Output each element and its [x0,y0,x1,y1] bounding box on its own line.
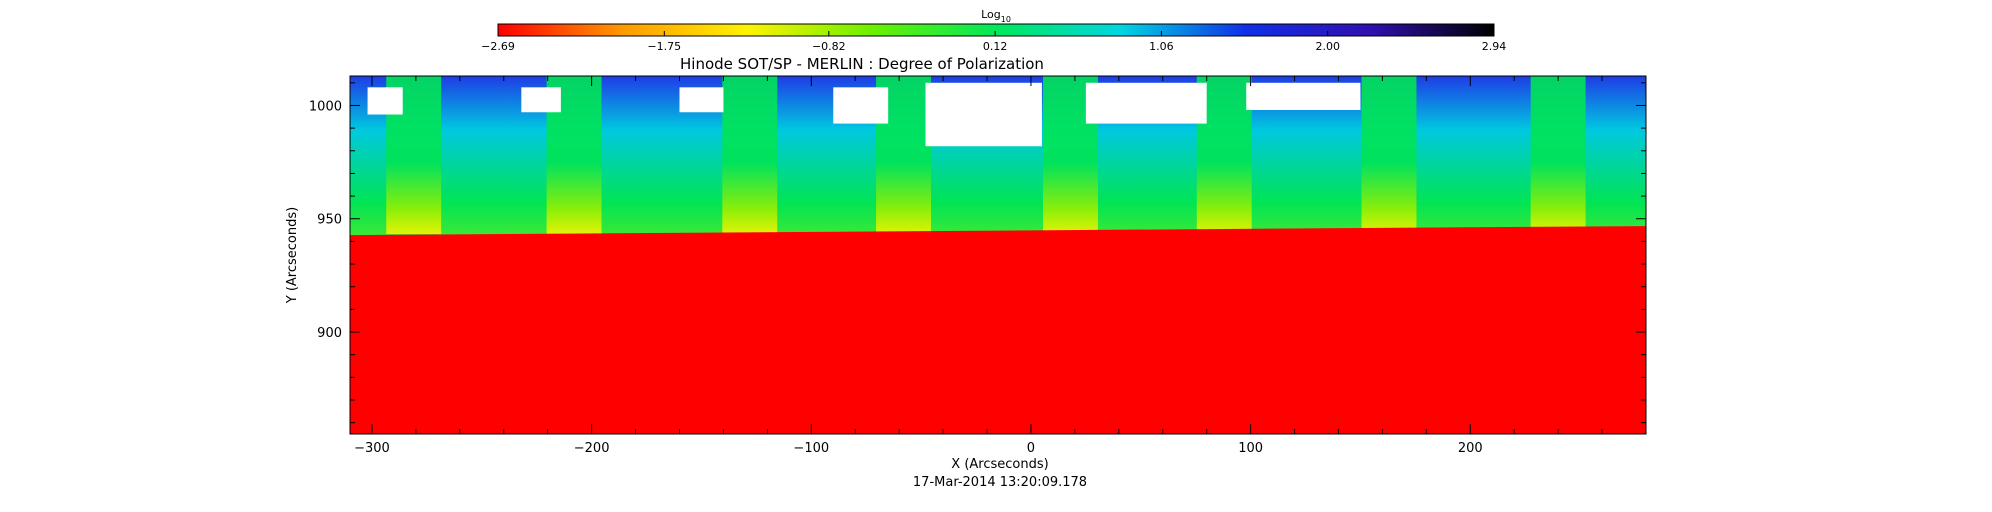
colorbar-ticks: −2.69 −1.75 −0.82 0.12 1.06 2.00 2.94 [481,31,1506,53]
y-tick-label: 950 [317,213,342,228]
x-axis-title: X (Arcseconds) [951,457,1048,472]
x-axis: −300 −200 −100 0 100 200 [354,76,1647,456]
x-tick-label: 0 [1027,441,1035,456]
colorbar-tick-label: 0.12 [983,40,1008,53]
x-tick-label: 100 [1238,441,1263,456]
colorbar-title: Log10 [981,8,1011,24]
plot-frame [349,75,1647,435]
scan-strip [1530,76,1586,235]
x-tick-label: 200 [1458,441,1483,456]
y-axis: 900 950 1000 [309,82,1646,424]
saturated-region [1085,82,1207,124]
y-tick-label: 1000 [309,99,342,114]
saturated-region [925,82,1042,147]
plot-title: Hinode SOT/SP - MERLIN : Degree of Polar… [680,55,1044,73]
colorbar-tick-label: 1.06 [1149,40,1174,53]
x-tick-label: −100 [793,441,829,456]
scan-strip [722,76,778,235]
plot-area [350,76,1646,434]
timestamp: 17-Mar-2014 13:20:09.178 [913,475,1087,490]
solar-disk-region [350,226,1646,434]
scan-strip [1361,76,1417,235]
colorbar-tick-label: −0.82 [812,40,846,53]
saturated-regions [367,82,1361,147]
colorbar-tick-label: 2.94 [1482,40,1507,53]
colorbar-tick-label: −2.69 [481,40,515,53]
y-tick-label: 900 [317,326,342,341]
colorbar-tick-label: 2.00 [1315,40,1340,53]
saturated-region [521,87,561,113]
saturated-region [1246,82,1361,110]
y-axis-title: Y (Arcseconds) [285,207,300,304]
colorbar-tick-label: −1.75 [647,40,681,53]
saturated-region [679,87,724,113]
colorbar-bar [497,23,1495,37]
saturated-region [367,87,403,115]
x-tick-label: −300 [354,441,390,456]
colorbar: Log10 −2.69 −1.75 −0.82 0.12 1.06 2.00 2.94 [481,8,1506,53]
x-tick-label: −200 [574,441,610,456]
saturated-region [833,87,889,124]
